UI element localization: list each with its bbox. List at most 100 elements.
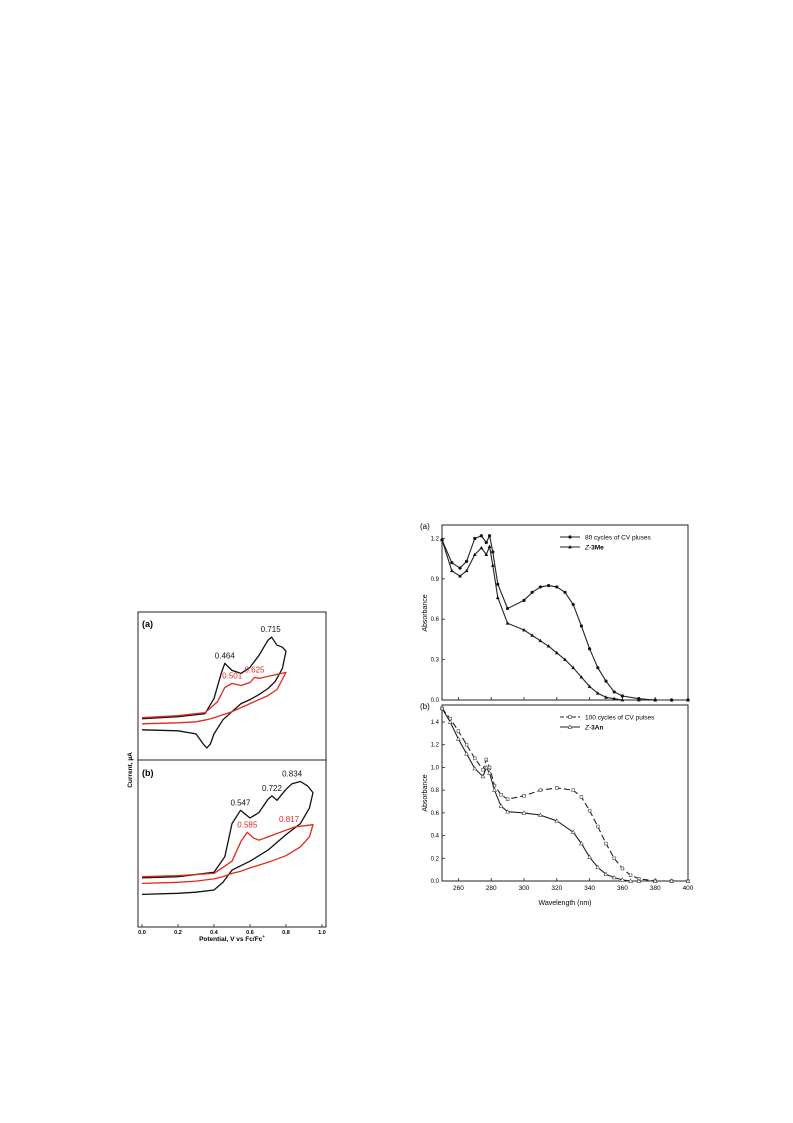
data-point xyxy=(554,650,559,655)
uv-figure: (a) (b) Absorbance Absorbance Wavelength… xyxy=(420,522,694,907)
cv-panel-b-frame xyxy=(137,759,327,928)
data-point xyxy=(473,536,477,541)
data-point xyxy=(464,743,469,747)
data-point xyxy=(496,582,500,586)
data-point xyxy=(522,628,526,632)
data-point xyxy=(440,537,444,542)
data-point xyxy=(484,757,488,762)
uv-panel-a-y-axis-label: Absorbance xyxy=(422,594,429,631)
data-point xyxy=(505,809,511,814)
uv-x-axis-label: Wavelength (nm) xyxy=(538,900,591,907)
uv-panel-b-y-axis-label: Absorbance xyxy=(422,774,429,811)
data-point xyxy=(587,684,592,688)
legend-entry-label: 100 cycles of CV pulses xyxy=(585,715,655,722)
uv-panel-a-frame xyxy=(441,524,689,701)
data-point xyxy=(458,574,462,578)
data-point xyxy=(612,856,616,860)
data-point xyxy=(450,561,454,565)
data-point xyxy=(492,787,497,792)
cv-panel-a-label: (a) xyxy=(142,619,153,629)
data-point xyxy=(472,765,478,771)
data-point xyxy=(481,768,485,772)
data-point xyxy=(487,544,492,548)
uv-x-tick-label: 380 xyxy=(650,885,661,892)
data-point xyxy=(570,829,576,834)
uv-panel-b-frame xyxy=(441,704,689,882)
uv-y-tick-label: 0.0 xyxy=(431,879,440,885)
data-point xyxy=(480,773,486,779)
uv-x-tick-label: 340 xyxy=(584,885,595,892)
data-point xyxy=(611,874,617,880)
data-point xyxy=(669,698,674,702)
data-point xyxy=(498,803,504,808)
data-point xyxy=(538,788,543,792)
data-point xyxy=(456,729,461,733)
data-point xyxy=(628,878,634,883)
cv-figure: (a) (b) Current, µA Potential, V vs Fc/F… xyxy=(127,611,327,943)
cv-x-tick-label: 0.6 xyxy=(246,930,254,936)
data-point xyxy=(487,534,492,538)
data-point xyxy=(578,840,584,846)
data-point xyxy=(567,724,573,729)
uv-x-tick-label: 280 xyxy=(486,885,497,892)
data-point xyxy=(579,624,583,628)
data-point xyxy=(620,694,624,698)
data-point xyxy=(547,583,551,588)
uv-y-tick-label: 0.2 xyxy=(431,856,440,862)
cv-peak-label: 0.547 xyxy=(230,798,251,807)
data-point xyxy=(628,873,633,878)
cv-panel-a-frame xyxy=(137,611,327,761)
data-point xyxy=(604,679,608,683)
uv-panel-a-plot: 0.0 0.3 0.6 0.9 1.2 xyxy=(431,534,690,704)
data-point xyxy=(619,877,625,882)
data-point xyxy=(483,764,489,770)
cv-peak-label: 0.715 xyxy=(261,625,282,634)
data-point xyxy=(579,795,584,799)
data-point xyxy=(604,841,608,846)
data-point xyxy=(530,590,534,594)
data-point xyxy=(571,788,575,792)
uv-x-tick-label: 400 xyxy=(683,885,694,892)
uv-panel-a-legend: 80 cycles of CV pluses Z-3Me xyxy=(560,535,652,552)
data-point xyxy=(653,698,658,702)
cv-x-tick-label: 0.2 xyxy=(174,930,182,936)
uv-y-tick-label: 0.9 xyxy=(431,577,440,583)
data-point xyxy=(686,698,690,702)
uv-y-tick-label: 0.4 xyxy=(431,834,440,840)
data-point xyxy=(571,665,576,670)
legend-entry-label: Z-3An xyxy=(584,725,603,732)
cv-peak-label: 0.501 xyxy=(222,671,243,680)
data-point xyxy=(587,808,592,813)
uv-series-line xyxy=(441,708,688,882)
uv-ticks: 260 280 300 320 340 360 380 400 xyxy=(453,697,694,892)
data-point xyxy=(495,595,500,600)
data-point xyxy=(603,871,609,876)
data-point xyxy=(563,657,567,662)
uv-y-tick-label: 0.6 xyxy=(431,617,440,623)
data-point xyxy=(522,598,526,602)
data-point xyxy=(505,797,510,801)
data-point xyxy=(479,545,484,550)
data-point xyxy=(472,552,477,557)
cv-y-axis-label: Current, µA xyxy=(127,752,134,788)
cv-peak-label: 0.625 xyxy=(244,665,265,674)
uv-x-tick-label: 320 xyxy=(551,885,562,892)
uv-y-tick-label: 1.4 xyxy=(431,720,440,726)
cv-x-tick-label: 0.4 xyxy=(210,930,219,936)
data-point xyxy=(530,633,535,637)
cv-x-tick-label: 0.8 xyxy=(282,930,290,936)
data-point xyxy=(487,765,492,770)
data-point xyxy=(455,736,461,741)
data-point xyxy=(506,606,510,611)
data-point xyxy=(595,691,600,695)
uv-x-tick-label: 260 xyxy=(453,885,464,892)
data-point xyxy=(636,878,642,883)
data-point xyxy=(612,690,616,694)
data-point xyxy=(521,810,527,815)
cv-peak-label: 0.464 xyxy=(215,651,236,660)
uv-y-tick-label: 0.3 xyxy=(431,658,440,664)
cv-series-black xyxy=(141,636,287,749)
data-point xyxy=(439,705,445,711)
data-point xyxy=(620,866,625,871)
